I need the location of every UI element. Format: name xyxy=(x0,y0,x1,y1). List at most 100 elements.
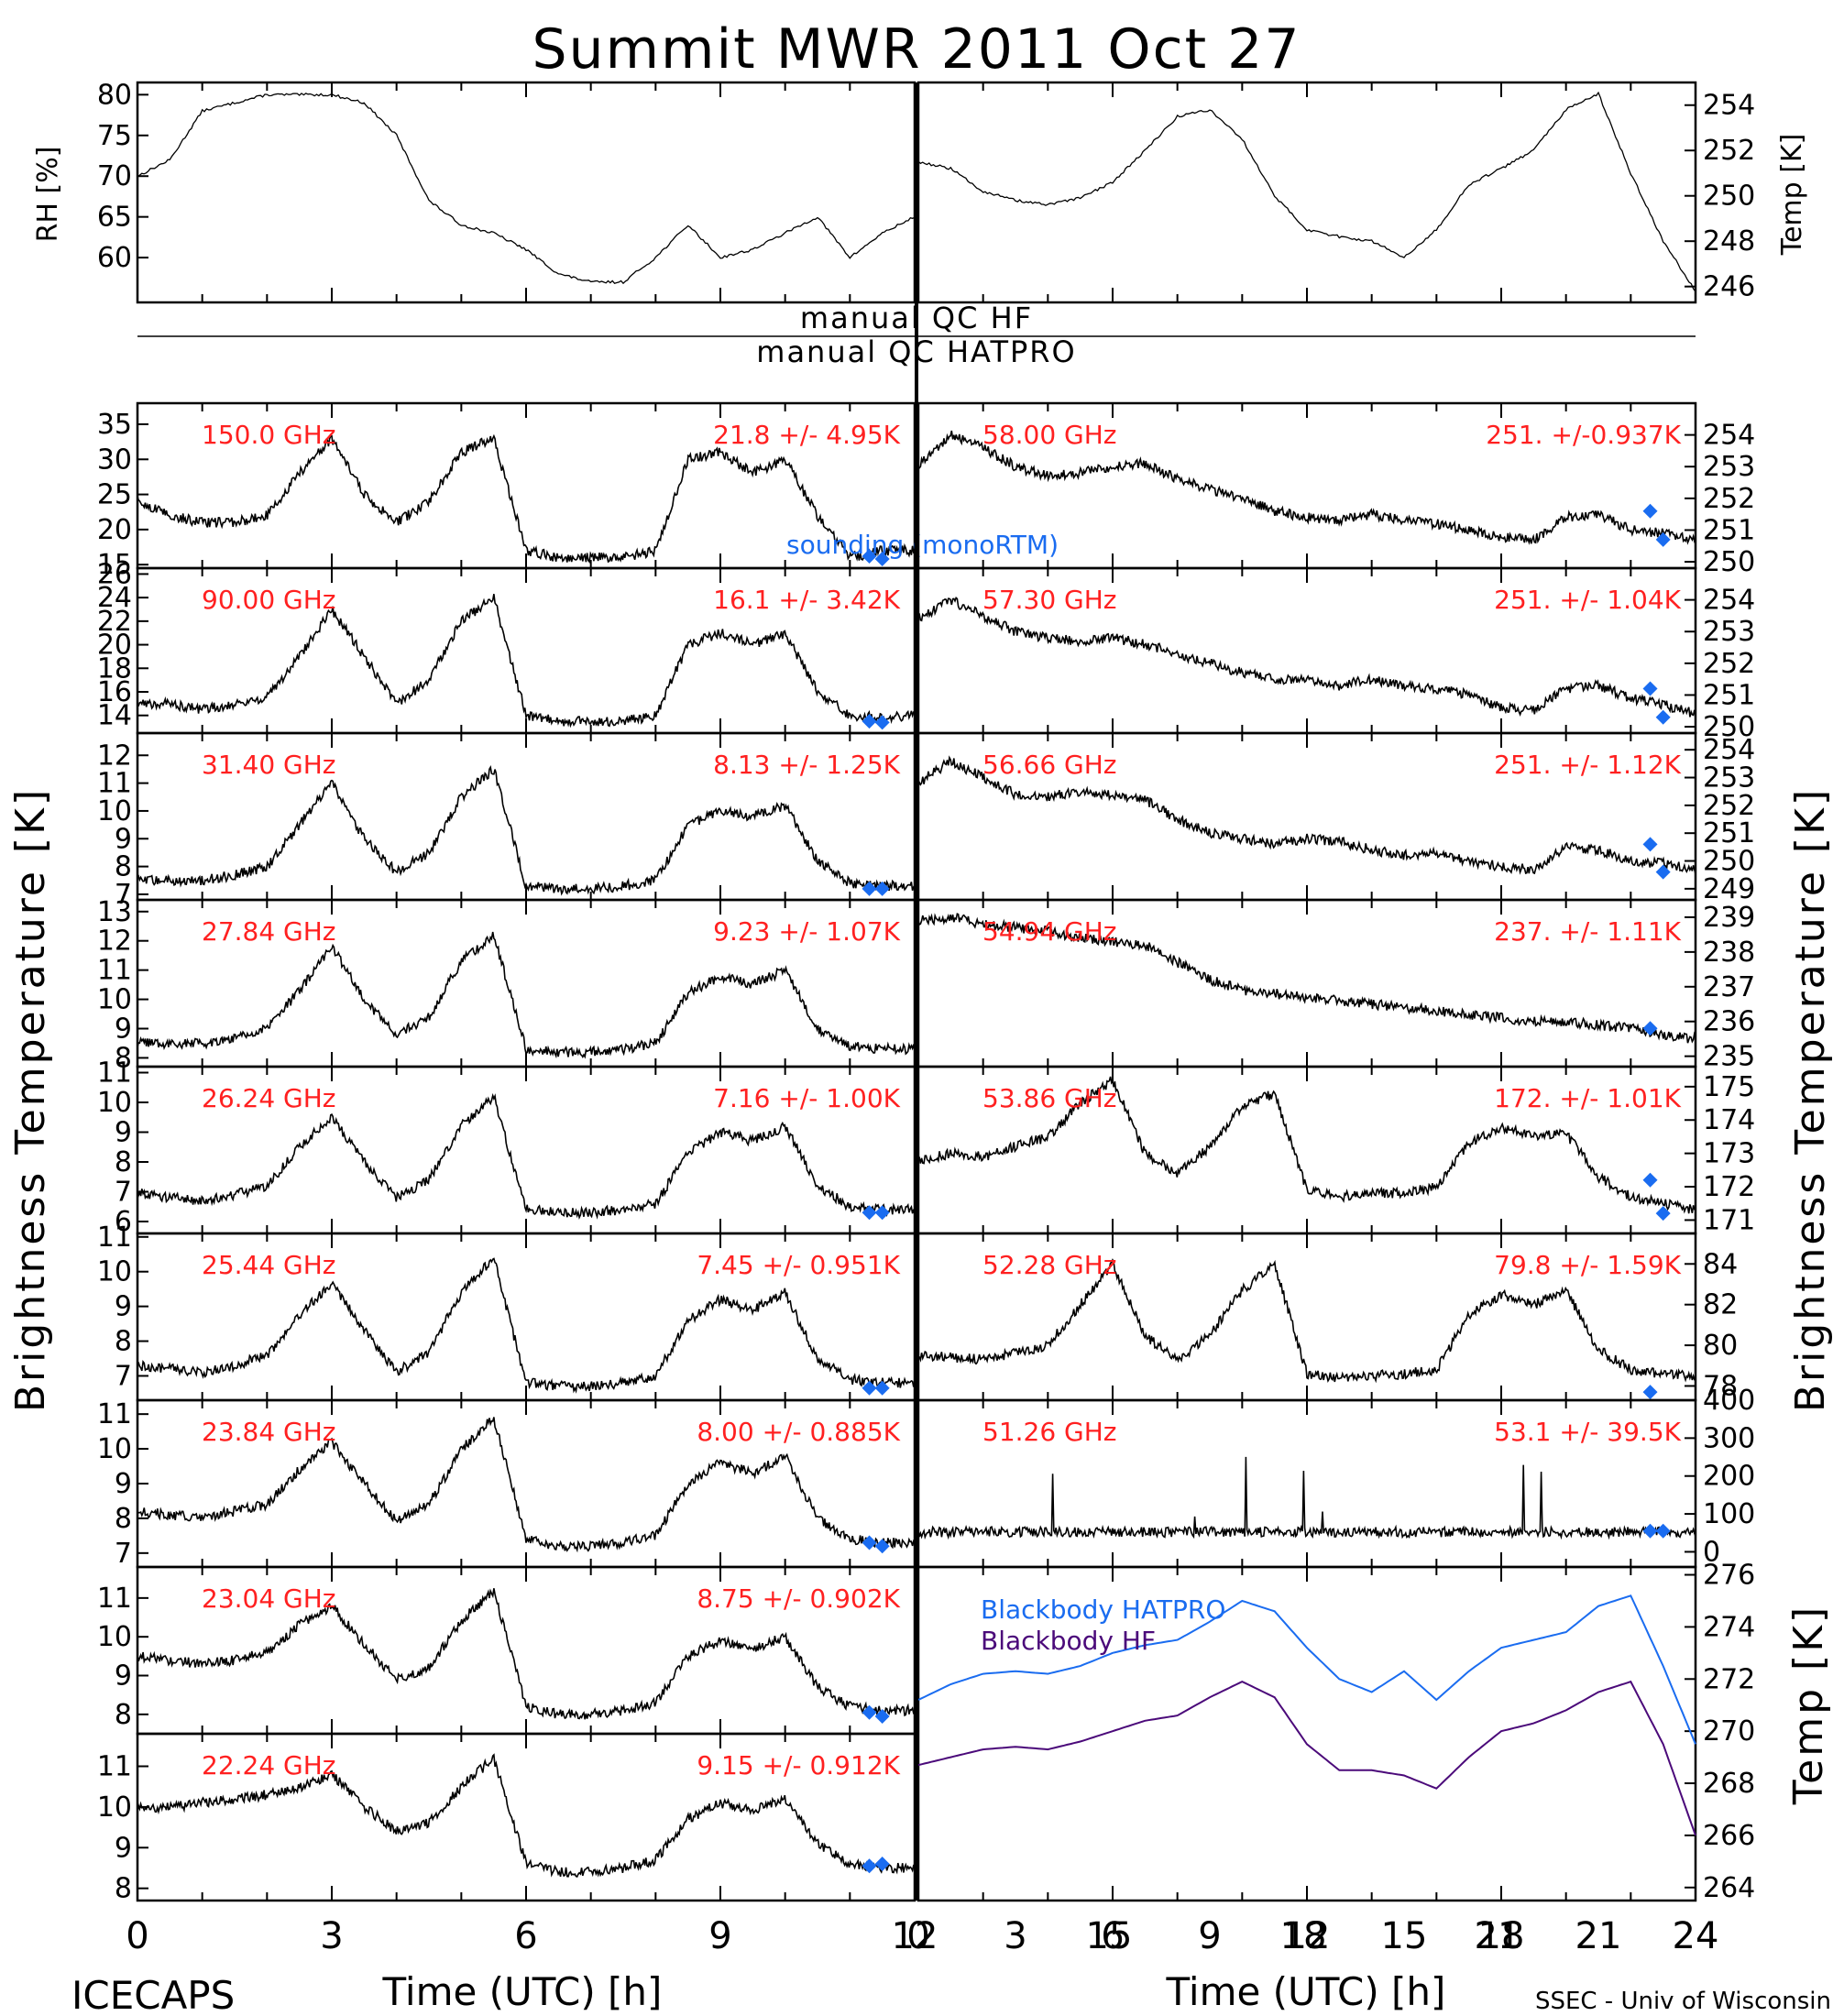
y-tick-label: 20 xyxy=(97,514,132,546)
channel-label: 58.00 GHz xyxy=(982,420,1117,450)
x-tick-label-right: 24 xyxy=(1673,1915,1719,1957)
y-tick-label: 268 xyxy=(1703,1768,1755,1800)
y-tick-label: 266 xyxy=(1703,1820,1755,1852)
axis-title-bt-right: Brightness Temperature [K] xyxy=(1787,787,1833,1412)
y-tick-label: 14 xyxy=(97,700,132,732)
y-tick-label: 20 xyxy=(97,630,132,662)
y-tick-label: 254 xyxy=(1703,734,1755,766)
y-tick-label: 30 xyxy=(97,444,132,476)
sounding-marker xyxy=(874,881,890,896)
y-tick-label: 82 xyxy=(1703,1289,1738,1321)
axis-title-bt-left: Brightness Temperature [K] xyxy=(7,787,54,1412)
y-tick-label: 0 xyxy=(1703,1536,1720,1568)
sounding-marker xyxy=(874,552,890,567)
channel-stats: 251. +/- 1.04K xyxy=(1494,585,1681,615)
channel-stats: 8.00 +/- 0.885K xyxy=(697,1417,900,1447)
x-tick-label-left: 9 xyxy=(708,1915,731,1957)
channel-stats: 8.13 +/- 1.25K xyxy=(713,750,900,780)
y-tick-label: 252 xyxy=(1703,483,1755,515)
y-tick-label: 254 xyxy=(1703,585,1755,617)
y-tick-label: 172 xyxy=(1703,1171,1755,1203)
legend-hf: Blackbody HF xyxy=(981,1626,1156,1656)
x-tick-label-right: 18 xyxy=(1478,1915,1525,1957)
panel-ch-51.26: 0 100 200 300 400 51.26 GHz 53.1 +/- 39.5K xyxy=(916,1385,1755,1568)
y-tick-label: 80 xyxy=(97,79,132,111)
trace-line xyxy=(917,755,1696,875)
x-tick-label-right: 12 xyxy=(1284,1915,1331,1957)
sounding-marker xyxy=(874,1205,890,1221)
sounding-marker xyxy=(862,1704,877,1720)
trace-line xyxy=(137,1588,916,1720)
y-tick-label: 236 xyxy=(1703,1006,1755,1038)
y-tick-label: 250 xyxy=(1703,181,1755,213)
y-tick-label: 10 xyxy=(97,1256,132,1288)
sounding-marker xyxy=(862,1535,877,1550)
sounding-marker xyxy=(1642,681,1658,696)
y-tick-label: 8 xyxy=(115,1873,132,1905)
footer-left: ICECAPS xyxy=(71,1973,235,2016)
sounding-marker xyxy=(862,881,877,896)
y-tick-label: 11 xyxy=(97,1222,132,1254)
x-axis-title-right: Time (UTC) [h] xyxy=(1166,1969,1446,2014)
y-tick-label: 24 xyxy=(97,582,132,614)
sounding-marker xyxy=(874,1380,890,1396)
channel-stats: 8.75 +/- 0.902K xyxy=(697,1583,900,1614)
panel-ch-52.28: 78 80 82 84 52.28 GHz 79.8 +/- 1.59K xyxy=(916,1232,1738,1402)
panel-blackbody: 264 266 268 270 272 274 276 Blackbody HATPROBla… xyxy=(916,1560,1755,1904)
channel-stats: 9.15 +/- 0.912K xyxy=(697,1750,900,1780)
y-tick-label: 100 xyxy=(1703,1498,1755,1530)
y-tick-label: 10 xyxy=(97,1791,132,1824)
sounding-marker xyxy=(1642,1385,1658,1400)
y-tick-label: 254 xyxy=(1703,420,1755,452)
channel-label: 22.24 GHz xyxy=(202,1750,336,1780)
y-tick-label: 175 xyxy=(1703,1071,1755,1103)
y-tick-label: 235 xyxy=(1703,1041,1755,1073)
y-tick-label: 7 xyxy=(115,1360,132,1392)
channel-label: 52.28 GHz xyxy=(982,1250,1117,1280)
sounding-annotation: sounding (monoRTM) xyxy=(786,530,1059,560)
y-tick-label: 10 xyxy=(97,1087,132,1119)
y-tick-label: 35 xyxy=(97,409,132,441)
channel-stats: 21.8 +/- 4.95K xyxy=(713,420,900,450)
sounding-marker xyxy=(862,1858,877,1874)
y-tick-label: 238 xyxy=(1703,937,1755,969)
x-tick-label-left: 18 xyxy=(1280,1915,1327,1957)
sounding-marker xyxy=(1642,1523,1658,1539)
sounding-marker xyxy=(1642,837,1658,852)
trace-line xyxy=(137,931,916,1059)
channel-label: 23.04 GHz xyxy=(202,1583,336,1614)
y-tick-label: 11 xyxy=(97,1751,132,1783)
y-tick-label: 400 xyxy=(1703,1385,1755,1417)
y-tick-label: 254 xyxy=(1703,90,1755,122)
trace-line xyxy=(917,1258,1696,1384)
y-tick-label: 70 xyxy=(97,160,132,192)
channel-label: 53.86 GHz xyxy=(982,1083,1117,1113)
y-tick-label: 22 xyxy=(97,606,132,638)
y-tick-label: 11 xyxy=(97,1057,132,1090)
y-tick-label: 16 xyxy=(97,676,132,708)
channel-stats: 79.8 +/- 1.59K xyxy=(1494,1250,1681,1280)
y-tick-label: 18 xyxy=(97,652,132,685)
y-tick-label: 10 xyxy=(97,984,132,1016)
channel-label: 31.40 GHz xyxy=(202,750,336,780)
trace-line xyxy=(917,430,1696,545)
y-tick-label: 11 xyxy=(97,1398,132,1430)
y-tick-label: 7 xyxy=(115,1538,132,1570)
sounding-marker xyxy=(1655,1206,1671,1222)
y-tick-label: 249 xyxy=(1703,873,1755,905)
footer-right: SSEC - Univ of Wisconsin xyxy=(1535,1988,1831,2015)
y-tick-label: 300 xyxy=(1703,1422,1755,1454)
channel-label: 26.24 GHz xyxy=(202,1083,336,1113)
x-tick-label-left: 12 xyxy=(892,1915,938,1957)
trace-line xyxy=(917,1076,1696,1214)
y-tick-label: 10 xyxy=(97,795,132,827)
y-tick-label: 8 xyxy=(115,1146,132,1178)
y-tick-label: 8 xyxy=(115,1042,132,1074)
legend-hatpro: Blackbody HATPRO xyxy=(981,1594,1225,1625)
